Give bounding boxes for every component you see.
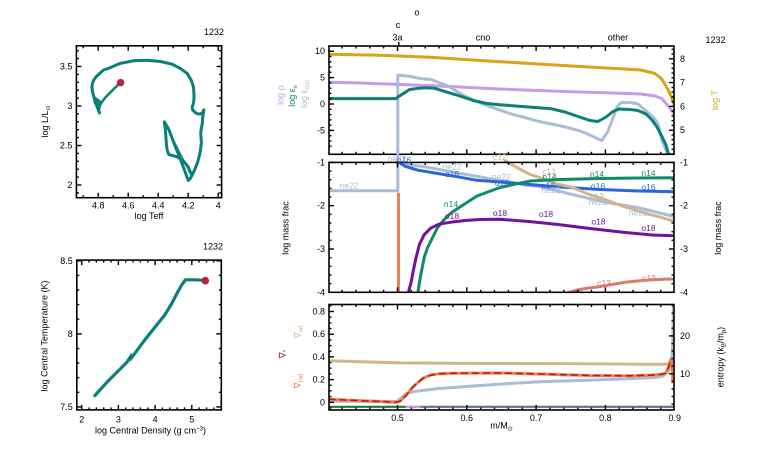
svg-text:-2: -2 <box>317 201 325 211</box>
svg-text:log Central Temperature (K): log Central Temperature (K) <box>40 281 50 392</box>
svg-text:ne22: ne22 <box>542 185 561 195</box>
svg-text:ne22: ne22 <box>629 208 648 218</box>
svg-text:0.7: 0.7 <box>530 413 543 423</box>
svg-text:o18: o18 <box>539 209 553 219</box>
svg-text:other: other <box>608 33 629 43</box>
svg-text:n14: n14 <box>590 169 604 179</box>
svg-text:ne22: ne22 <box>340 181 359 191</box>
svg-text:-4: -4 <box>317 287 325 297</box>
svg-text:7: 7 <box>680 78 685 88</box>
svg-text:log εν: log εν <box>287 85 299 107</box>
svg-text:5: 5 <box>189 414 194 424</box>
svg-text:o16: o16 <box>445 169 459 179</box>
svg-text:o16: o16 <box>495 178 509 188</box>
svg-text:0.9: 0.9 <box>668 413 681 423</box>
svg-text:2: 2 <box>79 414 84 424</box>
svg-text:cno: cno <box>476 33 491 43</box>
svg-text:-4: -4 <box>680 287 688 297</box>
svg-text:0.6: 0.6 <box>461 413 474 423</box>
svg-text:8: 8 <box>68 329 73 339</box>
svg-text:o18: o18 <box>641 223 655 233</box>
svg-text:4.6: 4.6 <box>122 201 135 211</box>
svg-text:4.2: 4.2 <box>182 201 195 211</box>
svg-text:0.8: 0.8 <box>312 307 325 317</box>
svg-text:m/M⊙: m/M⊙ <box>490 421 513 433</box>
svg-text:log L/L⊙: log L/L⊙ <box>40 105 52 137</box>
svg-text:0.6: 0.6 <box>312 329 325 339</box>
svg-text:2: 2 <box>67 180 72 190</box>
svg-text:20: 20 <box>680 331 690 341</box>
svg-text:0: 0 <box>320 99 325 109</box>
svg-text:log mass frac: log mass frac <box>713 201 723 255</box>
svg-text:log Teff: log Teff <box>135 211 164 221</box>
svg-text:10: 10 <box>315 46 325 56</box>
svg-text:1232: 1232 <box>203 242 223 252</box>
svg-text:8.5: 8.5 <box>60 256 73 266</box>
svg-text:c: c <box>396 20 401 30</box>
svg-text:c13: c13 <box>597 278 611 288</box>
svg-text:o18: o18 <box>445 211 459 221</box>
svg-text:10: 10 <box>680 369 690 379</box>
svg-text:-3: -3 <box>680 244 688 254</box>
svg-text:ne22: ne22 <box>388 154 407 164</box>
svg-text:5: 5 <box>680 125 685 135</box>
svg-text:3a: 3a <box>392 33 402 43</box>
svg-text:o16: o16 <box>541 181 555 191</box>
svg-text:4.8: 4.8 <box>92 201 105 211</box>
svg-text:o18: o18 <box>591 217 605 227</box>
svg-text:3: 3 <box>67 101 72 111</box>
svg-text:o16: o16 <box>591 181 605 191</box>
svg-text:0.4: 0.4 <box>312 352 325 362</box>
svg-text:8: 8 <box>680 54 685 64</box>
svg-text:o: o <box>414 8 419 18</box>
svg-text:n14: n14 <box>444 199 458 209</box>
svg-text:log mass frac: log mass frac <box>281 201 291 255</box>
svg-text:4: 4 <box>216 201 221 211</box>
svg-text:ne22: ne22 <box>492 172 511 182</box>
svg-text:c12: c12 <box>542 167 556 177</box>
svg-text:7.5: 7.5 <box>60 402 73 412</box>
svg-text:1232: 1232 <box>204 27 224 37</box>
svg-text:3.5: 3.5 <box>60 62 73 72</box>
svg-text:log T: log T <box>710 90 720 110</box>
svg-text:c12: c12 <box>493 152 507 162</box>
svg-text:4.4: 4.4 <box>152 201 165 211</box>
svg-text:-2: -2 <box>680 201 688 211</box>
svg-text:4: 4 <box>153 414 158 424</box>
svg-text:0.2: 0.2 <box>312 375 325 385</box>
svg-text:c13: c13 <box>642 273 656 283</box>
svg-text:c12: c12 <box>590 191 604 201</box>
svg-text:5: 5 <box>320 73 325 83</box>
svg-text:o16: o16 <box>397 155 411 165</box>
svg-text:0: 0 <box>320 397 325 407</box>
svg-text:n14: n14 <box>542 172 556 182</box>
svg-text:ne22: ne22 <box>589 197 608 207</box>
svg-text:∇*: ∇* <box>278 349 290 359</box>
svg-text:log ρ: log ρ <box>276 85 286 105</box>
svg-text:2.5: 2.5 <box>60 141 73 151</box>
svg-text:3: 3 <box>116 414 121 424</box>
svg-text:o18: o18 <box>493 208 507 218</box>
svg-text:-3: -3 <box>317 244 325 254</box>
svg-text:0.8: 0.8 <box>599 413 612 423</box>
svg-text:-1: -1 <box>317 157 325 167</box>
svg-text:entropy (kB/mp): entropy (kB/mp) <box>716 327 728 387</box>
svg-text:log Central Density (g cm−3): log Central Density (g cm−3) <box>95 426 206 436</box>
svg-text:o16: o16 <box>641 182 655 192</box>
svg-text:-1: -1 <box>680 157 688 167</box>
svg-text:-5: -5 <box>317 125 325 135</box>
svg-text:1232: 1232 <box>705 35 725 45</box>
svg-text:6: 6 <box>680 101 685 111</box>
svg-text:ne22: ne22 <box>443 162 462 172</box>
svg-text:0.5: 0.5 <box>391 413 404 423</box>
svg-text:n14: n14 <box>641 168 655 178</box>
